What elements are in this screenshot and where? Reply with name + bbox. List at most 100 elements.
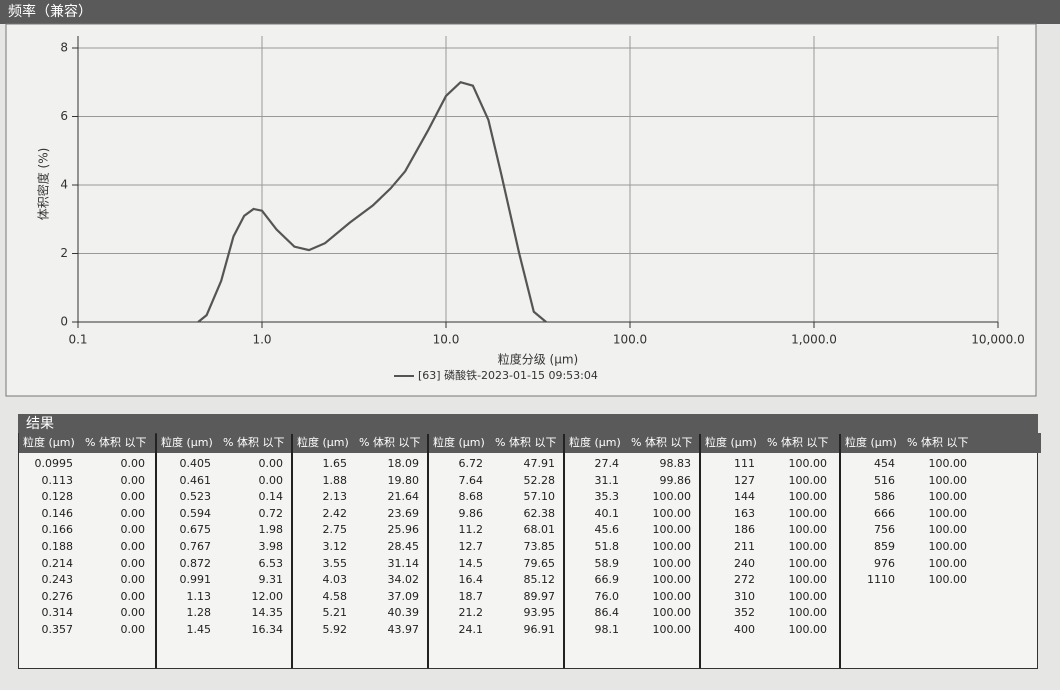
percent-cell: 100.00 (788, 506, 828, 520)
percent-cell: 100.00 (928, 556, 968, 570)
y-tick-label: 2 (60, 246, 68, 260)
size-cell: 211 (734, 540, 755, 553)
size-cell: 2.75 (322, 523, 348, 537)
size-cell: 51.8 (594, 540, 620, 553)
percent-cell: 68.01 (523, 523, 556, 537)
percent-cell: 0.00 (120, 473, 146, 487)
x-tick-label: 0.1 (68, 333, 87, 347)
y-tick-label: 8 (60, 41, 68, 55)
size-cell: 58.9 (594, 556, 620, 570)
percent-cell: 85.12 (523, 573, 556, 587)
size-cell: 1.45 (186, 623, 212, 636)
size-cell: 756 (874, 523, 895, 537)
size-cell: 163 (734, 506, 755, 520)
size-cell: 11.2 (458, 523, 484, 537)
percent-cell: 89.97 (523, 589, 556, 603)
column-header: % 体积 以下 (85, 436, 147, 449)
size-cell: 14.5 (458, 556, 484, 570)
percent-cell: 100.00 (788, 473, 828, 487)
percent-cell: 100.00 (928, 506, 968, 520)
column-header: % 体积 以下 (907, 436, 969, 449)
size-cell: 0.113 (41, 473, 74, 487)
percent-cell: 0.00 (120, 623, 146, 636)
table-title-bar: 结果 (18, 414, 1038, 434)
percent-cell: 73.85 (523, 540, 556, 553)
size-cell: 240 (734, 556, 755, 570)
percent-cell: 100.00 (652, 556, 692, 570)
percent-cell: 100.00 (788, 606, 828, 620)
percent-cell: 62.38 (523, 506, 556, 520)
chart-title: 频率（兼容） (8, 4, 92, 20)
size-cell: 0.276 (41, 589, 74, 603)
size-cell: 4.03 (322, 573, 348, 587)
size-cell: 666 (874, 506, 895, 520)
percent-cell: 100.00 (788, 556, 828, 570)
column-header: % 体积 以下 (495, 436, 557, 449)
percent-cell: 100.00 (652, 573, 692, 587)
size-cell: 40.1 (594, 506, 620, 520)
percent-cell: 0.00 (120, 523, 146, 537)
size-cell: 0.128 (41, 490, 74, 504)
size-cell: 859 (874, 540, 895, 553)
percent-cell: 31.14 (387, 556, 420, 570)
y-tick-label: 0 (60, 315, 68, 329)
percent-cell: 57.10 (523, 490, 556, 504)
size-cell: 352 (734, 606, 755, 620)
table-group: 粒度 (μm) % 体积 以下 454 100.00 516 100.00 586 100.0… (839, 433, 1041, 668)
size-cell: 0.188 (41, 540, 74, 553)
size-cell: 66.9 (594, 573, 620, 587)
data-line (197, 81, 547, 323)
chart: 体积密度 (%) 粒度分级 (μm) 0 2 4 6 8 0.1 1.0 10.0 100.0 1… (5, 23, 1037, 397)
size-cell: 0.594 (179, 506, 212, 520)
percent-cell: 43.97 (387, 623, 420, 636)
percent-cell: 100.00 (928, 457, 968, 470)
size-cell: 516 (874, 473, 895, 487)
percent-cell: 23.69 (387, 506, 420, 520)
size-cell: 6.72 (458, 457, 484, 470)
column-header: 粒度 (μm) (845, 436, 897, 449)
column-header: 粒度 (μm) (433, 436, 485, 449)
percent-cell: 100.00 (928, 490, 968, 504)
size-cell: 0.166 (41, 523, 74, 537)
table-group: 粒度 (μm) % 体积 以下 0.405 0.00 0.461 0.00 0.523 0.1… (155, 433, 293, 668)
percent-cell: 14.35 (251, 606, 284, 620)
size-cell: 0.991 (179, 573, 212, 587)
size-cell: 9.86 (458, 506, 484, 520)
size-cell: 1.28 (186, 606, 212, 620)
size-cell: 976 (874, 556, 895, 570)
table-header-bar: 粒度 (μm) % 体积 以下 (19, 433, 155, 453)
size-cell: 3.55 (322, 556, 348, 570)
column-header: 粒度 (μm) (161, 436, 213, 449)
table-header-bar: 粒度 (μm) % 体积 以下 (841, 433, 1041, 453)
size-cell: 454 (874, 457, 895, 470)
column-header: 粒度 (μm) (297, 436, 349, 449)
percent-cell: 100.00 (788, 540, 828, 553)
percent-cell: 0.72 (258, 506, 284, 520)
column-header: 粒度 (μm) (23, 436, 75, 449)
size-cell: 0.314 (41, 606, 74, 620)
percent-cell: 100.00 (788, 523, 828, 537)
x-tick-label: 10.0 (433, 333, 460, 347)
percent-cell: 0.00 (120, 506, 146, 520)
chart-title-bar: 频率（兼容） (0, 0, 1060, 24)
percent-cell: 100.00 (788, 623, 828, 636)
legend-label: [63] 磷酸铁-2023-01-15 09:53:04 (418, 368, 598, 382)
percent-cell: 0.14 (258, 490, 284, 504)
percent-cell: 34.02 (387, 573, 420, 587)
percent-cell: 0.00 (258, 473, 284, 487)
percent-cell: 100.00 (652, 523, 692, 537)
size-cell: 0.0995 (34, 457, 74, 470)
x-tick-label: 10,000.0 (971, 333, 1024, 347)
percent-cell: 16.34 (251, 623, 284, 636)
percent-cell: 12.00 (251, 589, 284, 603)
percent-cell: 100.00 (788, 490, 828, 504)
size-cell: 127 (734, 473, 755, 487)
percent-cell: 52.28 (523, 473, 556, 487)
x-axis-label: 粒度分级 (μm) (498, 352, 579, 367)
size-cell: 400 (734, 623, 755, 636)
size-cell: 5.92 (322, 623, 348, 636)
percent-cell: 79.65 (523, 556, 556, 570)
size-cell: 186 (734, 523, 755, 537)
y-axis-label: 体积密度 (%) (36, 148, 51, 221)
